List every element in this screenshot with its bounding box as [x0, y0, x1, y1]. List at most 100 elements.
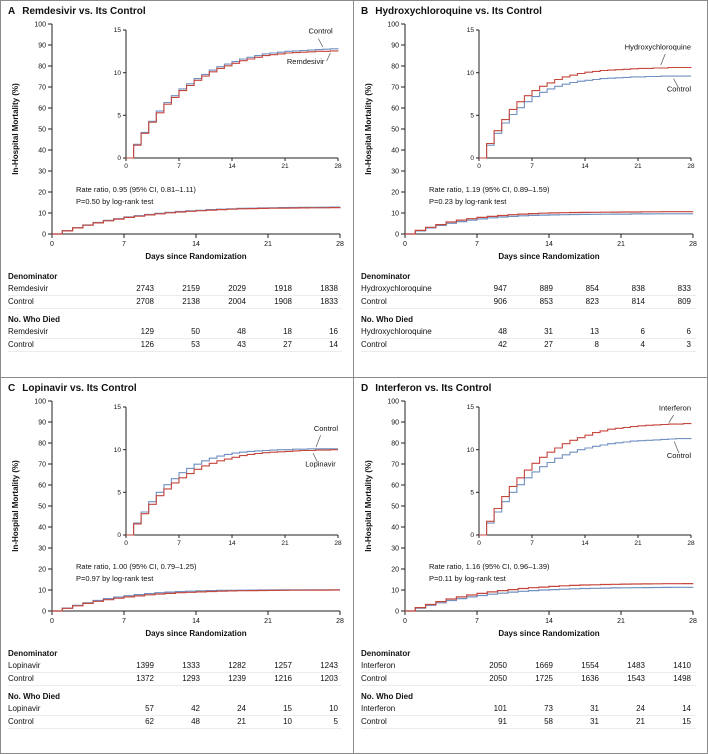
row-label: Interferon — [361, 661, 396, 670]
table-cell: 1239 — [228, 674, 246, 683]
panel-title: D Interferon vs. Its Control — [361, 383, 705, 394]
table-cell: 1372 — [136, 674, 154, 683]
main-y-tick-label: 100 — [34, 21, 46, 28]
inset-x-tick-label: 28 — [687, 540, 695, 547]
table-cell: 4 — [640, 340, 645, 349]
table-cell: 10 — [283, 717, 292, 726]
row-label: Control — [361, 297, 387, 306]
table-cell: 3 — [686, 340, 691, 349]
main-y-tick-label: 70 — [38, 84, 46, 91]
table-cell: 1725 — [535, 674, 553, 683]
curve-label: Hydroxychloroquine — [625, 43, 691, 52]
rate-ratio-annotation: Rate ratio, 1.16 (95% CI, 0.96–1.39) — [429, 562, 550, 571]
rate-ratio-annotation: Rate ratio, 1.19 (95% CI, 0.89–1.59) — [429, 185, 550, 194]
row-label: Hydroxychloroquine — [361, 284, 432, 293]
section-header-label: No. Who Died — [8, 692, 60, 701]
inset-axes — [125, 407, 338, 536]
table-section-header: No. Who Died — [361, 314, 696, 326]
main-y-tick-label: 90 — [38, 42, 46, 49]
table-row: Control 91 58 31 21 15 — [361, 716, 696, 729]
table-row: Control 42 27 8 4 3 — [361, 339, 696, 352]
main-y-tick-label: 80 — [391, 440, 399, 447]
x-tick-label: 14 — [545, 241, 553, 248]
rate-ratio-annotation: Rate ratio, 0.95 (95% CI, 0.81–1.11) — [76, 185, 196, 194]
panel-title: A Remdesivir vs. Its Control — [8, 6, 351, 17]
label-pointer-line — [317, 38, 324, 48]
table-cell: 854 — [585, 284, 599, 293]
main-y-tick-label: 0 — [42, 608, 46, 615]
inset-y-tick-label: 10 — [467, 70, 475, 77]
inset-x-tick-label: 7 — [177, 540, 181, 547]
label-pointer-line — [668, 414, 674, 423]
inset-x-tick-label: 7 — [530, 163, 534, 170]
table-cell: 838 — [631, 284, 645, 293]
treatment-curve-main — [405, 211, 694, 235]
main-y-tick-label: 10 — [391, 587, 399, 594]
rate-ratio-annotation: Rate ratio, 1.00 (95% CI, 0.79–1.25) — [76, 562, 197, 571]
inset-y-tick-label: 15 — [467, 27, 475, 34]
main-y-tick-label: 0 — [395, 231, 399, 238]
label-pointer-line — [326, 52, 331, 62]
table-cell: 1918 — [274, 284, 292, 293]
panel-heading: Hydroxychloroquine vs. Its Control — [375, 6, 542, 17]
table-row: Interferon 2050 1669 1554 1483 1410 — [361, 660, 696, 673]
inset-y-tick-label: 5 — [470, 113, 474, 120]
table-cell: 6 — [686, 327, 691, 336]
table-cell: 101 — [493, 704, 507, 713]
table-cell: 58 — [544, 717, 553, 726]
treatment-curve-inset — [126, 449, 338, 536]
inset-x-tick-label: 21 — [634, 540, 642, 547]
x-tick-label: 28 — [336, 241, 344, 248]
pvalue-annotation: P=0.11 by log-rank test — [429, 574, 507, 583]
table-section-header: Denominator — [8, 271, 342, 283]
label-pointer-line — [673, 78, 679, 88]
treatment-curve-main — [52, 589, 340, 612]
table-cell: 15 — [283, 704, 292, 713]
inset-x-tick-label: 28 — [687, 163, 695, 170]
x-tick-label: 14 — [192, 241, 200, 248]
panel-letter: C — [8, 383, 16, 394]
main-y-tick-label: 90 — [391, 419, 399, 426]
x-tick-label: 21 — [617, 618, 625, 625]
main-y-tick-label: 40 — [391, 147, 399, 154]
table-cell: 1636 — [581, 674, 599, 683]
main-y-tick-label: 20 — [38, 189, 46, 196]
curve-label: Remdesivir — [287, 57, 325, 66]
x-axis-title: Days since Randomization — [145, 629, 246, 638]
table-cell: 31 — [590, 704, 599, 713]
table-section-header: Denominator — [361, 648, 696, 660]
table-row: Lopinavir 57 42 24 15 10 — [8, 703, 342, 716]
main-y-tick-label: 50 — [38, 126, 46, 133]
table-row: Control 2050 1725 1636 1543 1498 — [361, 673, 696, 686]
inset-axes — [478, 407, 691, 536]
table-section-header: No. Who Died — [8, 691, 342, 703]
row-label: Lopinavir — [8, 704, 41, 713]
panel-remdesivir: A Remdesivir vs. Its Control 0 10 20 30 40 50 6… — [1, 1, 354, 377]
table-row: Hydroxychloroquine 947 889 854 838 833 — [361, 283, 696, 296]
table-row: Control 1372 1293 1239 1216 1203 — [8, 673, 342, 686]
row-label: Control — [8, 717, 34, 726]
panel-title: B Hydroxychloroquine vs. Its Control — [361, 6, 705, 17]
row-label: Control — [8, 340, 34, 349]
table-cell: 53 — [191, 340, 200, 349]
main-y-tick-label: 20 — [38, 566, 46, 573]
main-y-tick-label: 90 — [38, 419, 46, 426]
row-label: Remdesivir — [8, 284, 49, 293]
table-cell: 48 — [498, 327, 507, 336]
table-cell: 6 — [640, 327, 645, 336]
main-y-tick-label: 60 — [38, 105, 46, 112]
table-cell: 13 — [590, 327, 599, 336]
main-y-tick-label: 0 — [42, 231, 46, 238]
table-cell: 62 — [145, 717, 154, 726]
section-header-label: No. Who Died — [361, 692, 413, 701]
table-cell: 947 — [493, 284, 507, 293]
table-cell: 1838 — [320, 284, 338, 293]
mortality-chart: 0 10 20 30 40 50 60 70 80 90 100 0 7 14 21 28 Days since… — [8, 395, 351, 641]
x-tick-label: 7 — [122, 241, 126, 248]
table-row: Hydroxychloroquine 48 31 13 6 6 — [361, 326, 696, 339]
table-cell: 21 — [636, 717, 645, 726]
inset-x-tick-label: 14 — [581, 540, 589, 547]
section-header-label: No. Who Died — [361, 315, 413, 324]
